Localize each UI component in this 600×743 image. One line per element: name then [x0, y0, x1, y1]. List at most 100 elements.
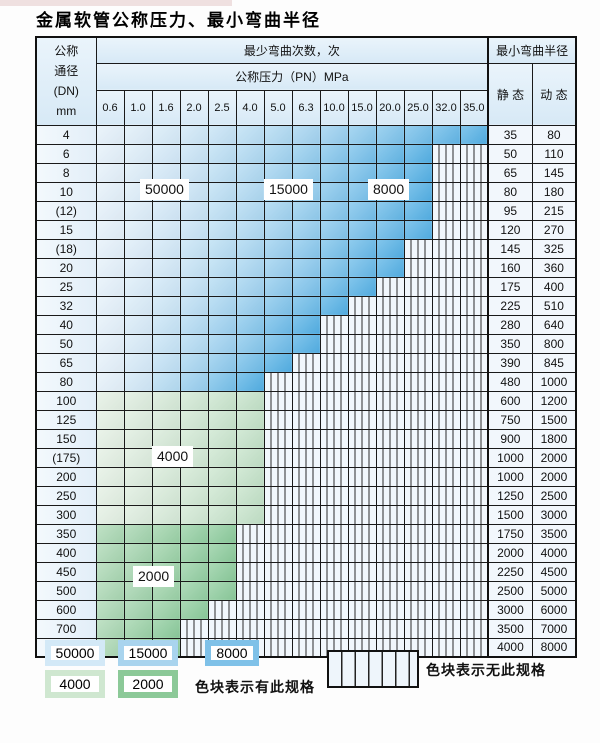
- dynamic-radius-value: 8000: [531, 637, 577, 658]
- cell-no-spec: [459, 637, 489, 658]
- cell-no-spec: [347, 409, 377, 430]
- cell-no-spec: [263, 637, 293, 658]
- cell-no-spec: [291, 561, 321, 582]
- cell-spec-green4000: [235, 447, 265, 468]
- header-pressure-value: 35.0: [459, 89, 489, 126]
- cell-no-spec: [459, 371, 489, 392]
- row-label-dn: 32: [35, 295, 97, 316]
- cell-spec-blue: [319, 200, 349, 221]
- cell-no-spec: [179, 637, 209, 658]
- cell-no-spec: [459, 542, 489, 563]
- cell-spec-blue: [207, 238, 237, 259]
- cell-no-spec: [375, 542, 405, 563]
- cell-no-spec: [431, 181, 461, 202]
- cell-spec-blue: [235, 143, 265, 164]
- cell-spec-green2000: [179, 561, 209, 582]
- cell-no-spec: [319, 542, 349, 563]
- cell-spec-blue: [291, 295, 321, 316]
- cell-spec-blue: [151, 314, 181, 335]
- cell-no-spec: [347, 542, 377, 563]
- dynamic-radius-value: 6000: [531, 599, 577, 620]
- static-radius-value: 2250: [487, 561, 533, 582]
- cell-spec-blue: [95, 352, 125, 373]
- cell-spec-green4000: [235, 485, 265, 506]
- row-label-dn: 20: [35, 257, 97, 278]
- cell-spec-blue: [95, 371, 125, 392]
- cell-no-spec: [431, 561, 461, 582]
- row-label-dn: 300: [35, 504, 97, 525]
- cell-spec-green4000: [235, 504, 265, 525]
- cell-spec-blue: [95, 124, 125, 145]
- header-bend-cycles: 最少弯曲次数，次: [95, 36, 489, 64]
- cell-no-spec: [347, 333, 377, 354]
- legend-swatch-4000: 4000: [45, 670, 105, 698]
- cell-spec-blue: [179, 295, 209, 316]
- cell-no-spec: [375, 485, 405, 506]
- table-row: 300 1500 3000: [35, 504, 577, 525]
- cell-no-spec: [459, 504, 489, 525]
- static-radius-value: 1000: [487, 466, 533, 487]
- cell-spec-green4000: [207, 428, 237, 449]
- cell-spec-blue: [123, 295, 153, 316]
- static-radius-value: 80: [487, 181, 533, 202]
- cell-spec-blue: [235, 219, 265, 240]
- cell-spec-blue: [263, 352, 293, 373]
- cell-spec-blue: [95, 219, 125, 240]
- cell-spec-green2000: [207, 542, 237, 563]
- cell-no-spec: [319, 504, 349, 525]
- header-pressure: 公称压力（PN）MPa: [95, 62, 489, 91]
- row-label-dn: 150: [35, 428, 97, 449]
- header-pressure-value: 5.0: [263, 89, 293, 126]
- row-label-dn: 100: [35, 390, 97, 411]
- cell-spec-blue: [123, 162, 153, 183]
- cell-spec-green4000: [95, 409, 125, 430]
- cell-no-spec: [291, 352, 321, 373]
- cell-spec-green4000: [207, 466, 237, 487]
- cell-no-spec: [403, 257, 433, 278]
- dynamic-radius-value: 1800: [531, 428, 577, 449]
- cell-no-spec: [375, 314, 405, 335]
- cell-spec-green4000: [179, 409, 209, 430]
- cell-spec-green2000: [151, 599, 181, 620]
- cell-spec-green4000: [179, 390, 209, 411]
- cell-no-spec: [431, 390, 461, 411]
- cell-spec-blue: [263, 276, 293, 297]
- header-min-radius: 最小弯曲半径: [487, 36, 577, 64]
- cell-spec-blue: [95, 295, 125, 316]
- dynamic-radius-value: 400: [531, 276, 577, 297]
- cell-no-spec: [347, 599, 377, 620]
- cell-spec-blue: [207, 143, 237, 164]
- dynamic-radius-value: 1200: [531, 390, 577, 411]
- cell-no-spec: [347, 561, 377, 582]
- cell-no-spec: [459, 409, 489, 430]
- cell-spec-blue: [235, 314, 265, 335]
- cell-spec-blue: [235, 352, 265, 373]
- table-row: 65 390 845: [35, 352, 577, 373]
- cell-no-spec: [319, 352, 349, 373]
- cell-spec-green4000: [179, 485, 209, 506]
- row-label-dn: 80: [35, 371, 97, 392]
- cell-no-spec: [403, 371, 433, 392]
- cell-spec-green4000: [95, 428, 125, 449]
- cell-spec-green4000: [123, 466, 153, 487]
- table-row: 600 3000 6000: [35, 599, 577, 620]
- header-pressure-value: 32.0: [431, 89, 461, 126]
- row-label-dn: 450: [35, 561, 97, 582]
- scan-artifact-strip: [0, 0, 232, 6]
- cell-no-spec: [263, 504, 293, 525]
- cell-spec-blue: [263, 162, 293, 183]
- cell-no-spec: [319, 618, 349, 639]
- cell-spec-blue: [319, 257, 349, 278]
- table-row: 500 2500 5000: [35, 580, 577, 601]
- cell-spec-blue: [207, 219, 237, 240]
- cell-no-spec: [347, 314, 377, 335]
- cell-spec-blue: [291, 314, 321, 335]
- cell-spec-blue: [123, 200, 153, 221]
- cell-spec-blue: [207, 333, 237, 354]
- cell-no-spec: [263, 390, 293, 411]
- cell-no-spec: [403, 352, 433, 373]
- dynamic-radius-value: 4000: [531, 542, 577, 563]
- cell-spec-blue: [347, 257, 377, 278]
- cell-no-spec: [319, 485, 349, 506]
